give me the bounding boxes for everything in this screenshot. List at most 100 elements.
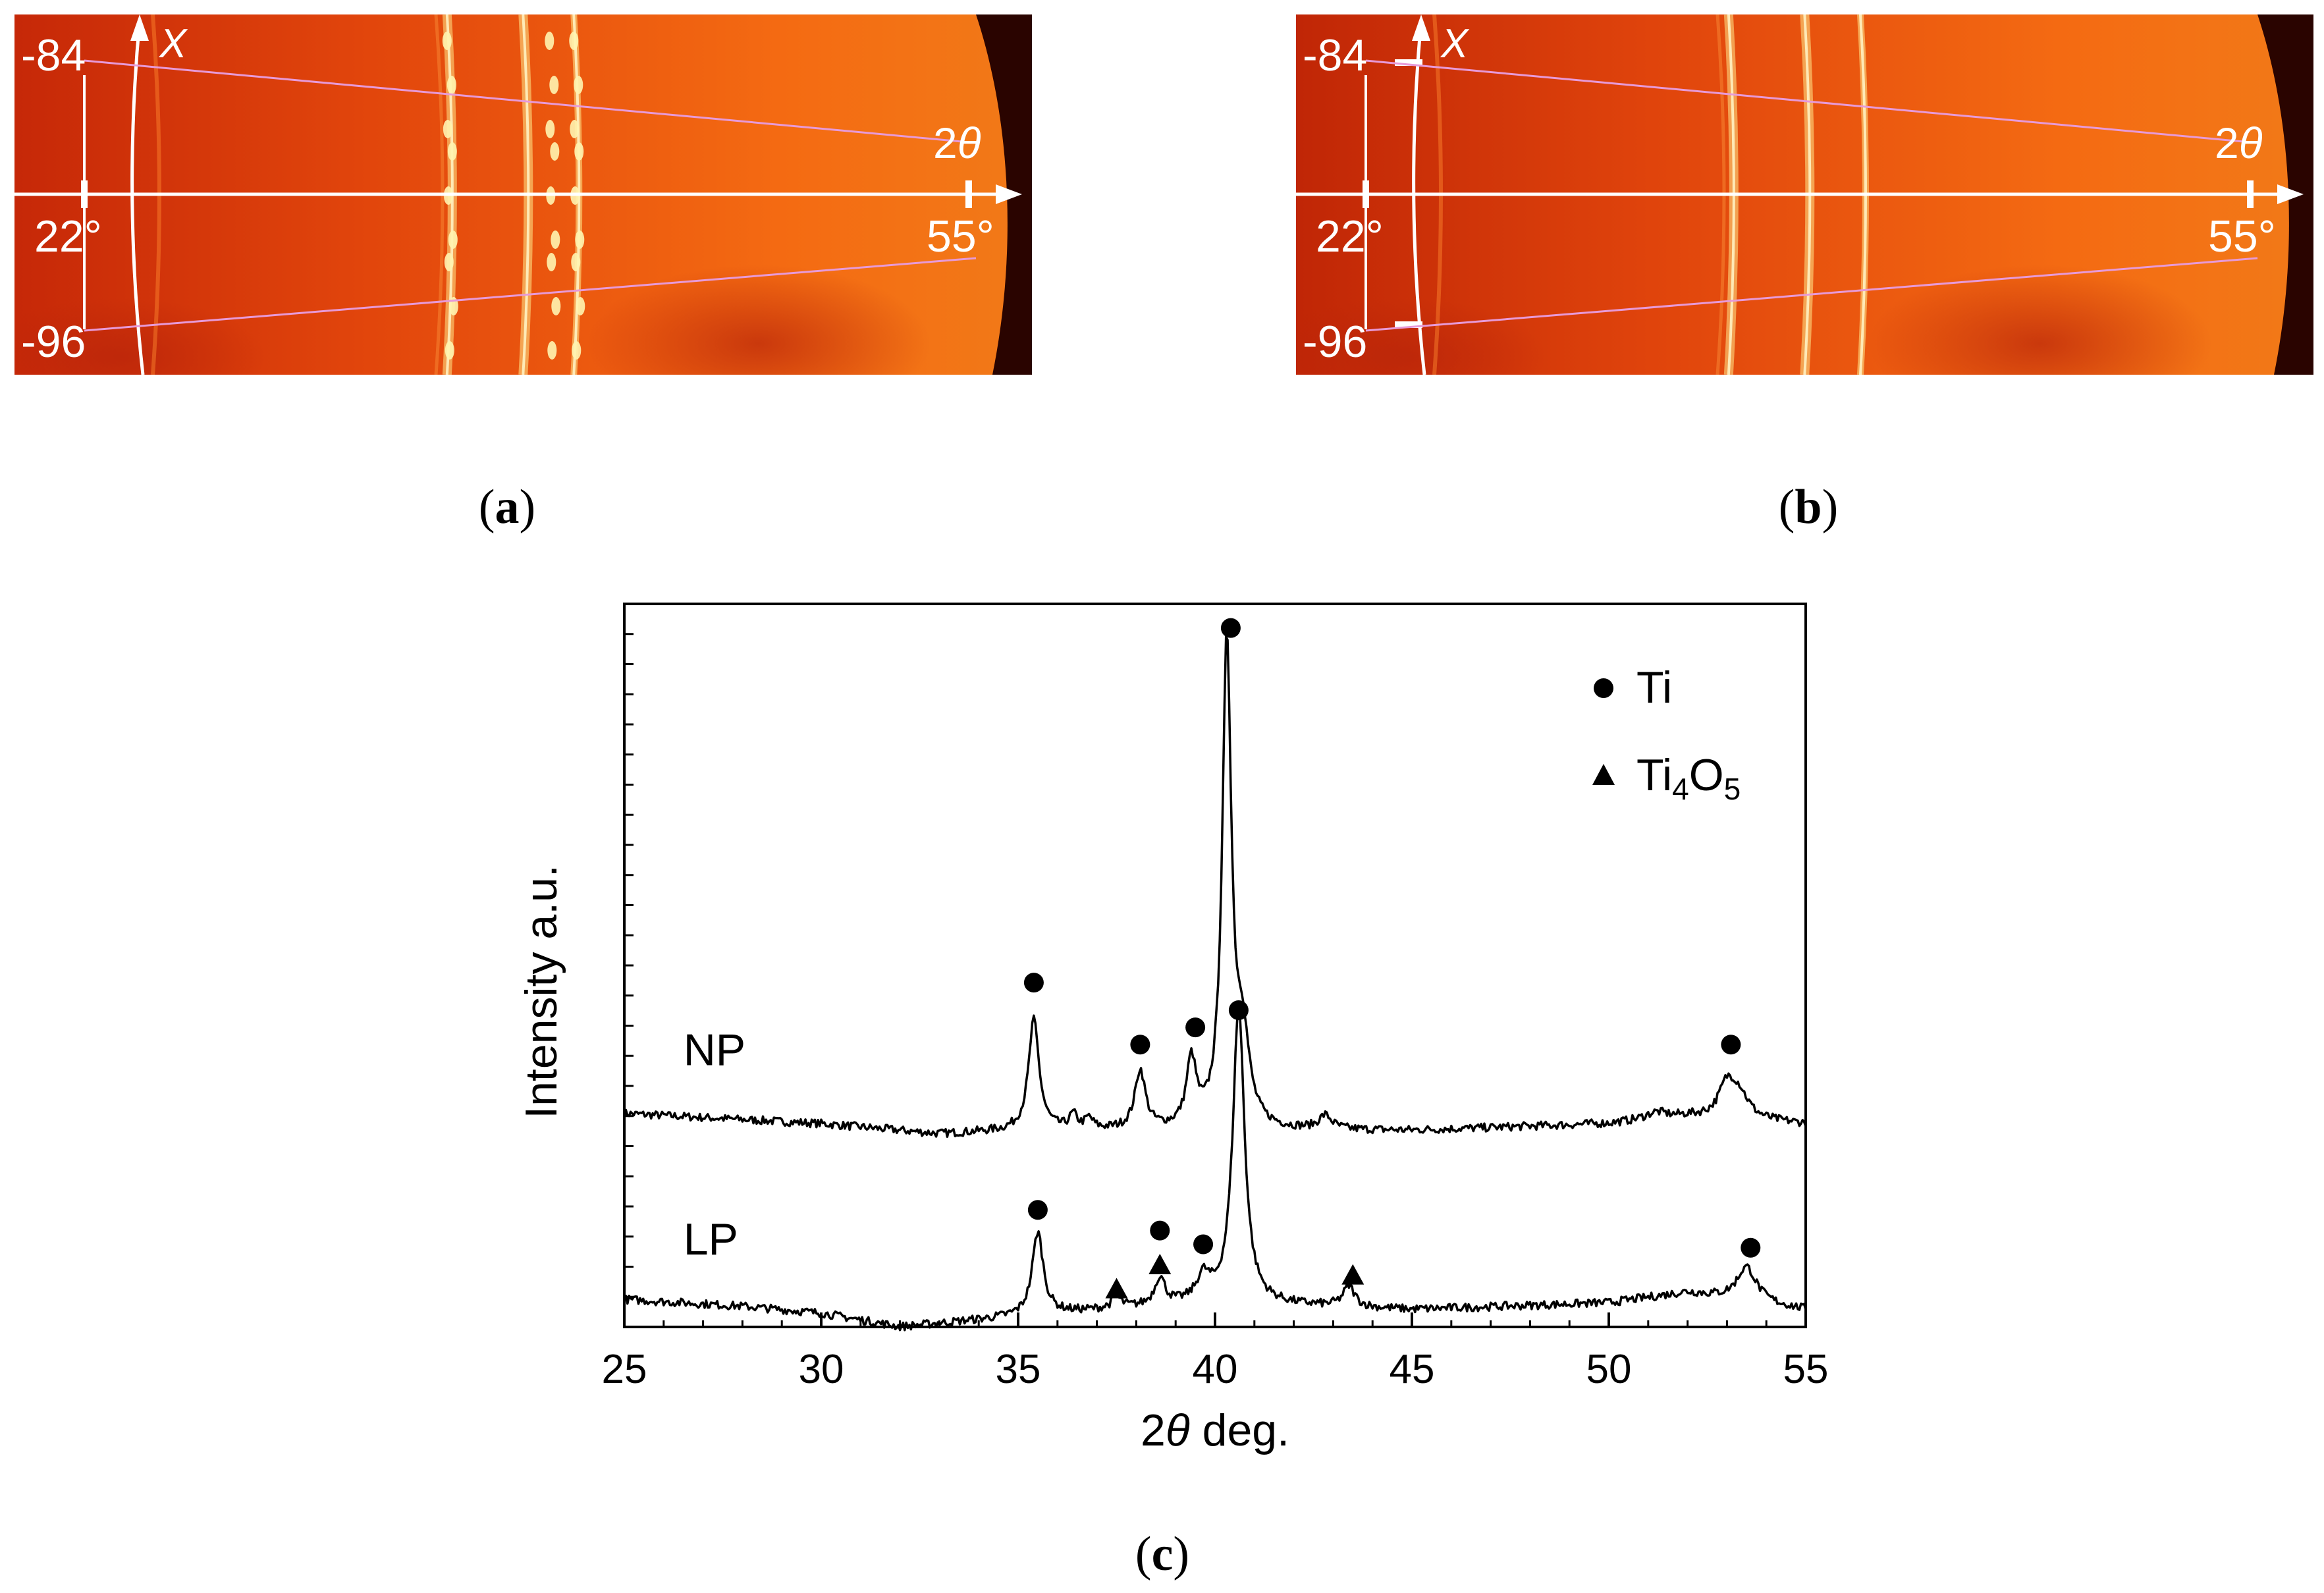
marker-ti-NP-0: [1023, 973, 1044, 993]
legend-ti4o5-label: Ti4​O5​: [1636, 750, 1741, 806]
series-label-NP: NP: [684, 1025, 745, 1075]
ring-spot: [446, 76, 456, 94]
legend-text: Ti: [1636, 750, 1672, 800]
diffraction-image-a-svg: -84 -96 22° 55° X 2θ: [14, 14, 1032, 375]
x-axis-ticks: 25 30 35 40 45 50 55: [602, 1312, 1829, 1392]
ring-spot: [571, 253, 581, 271]
y-axis-ticks: [624, 633, 634, 1298]
ring-spot: [574, 142, 584, 161]
marker-ti4o5-LP-4: [1105, 1278, 1128, 1299]
y-axis-label: Intensity a.u.: [516, 865, 566, 1119]
series-label-LP: LP: [684, 1214, 738, 1264]
label-chi-axis: X: [1440, 21, 1470, 67]
ring-spot: [545, 32, 554, 50]
ring-spot: [549, 76, 559, 94]
guide-line-bottom: [1365, 257, 2258, 332]
ring-spot: [545, 120, 555, 138]
caption-b-letter: b: [1795, 480, 1822, 534]
marker-ti4o5-LP-6: [1341, 1264, 1365, 1285]
x-axis-label-part: 2: [1141, 1405, 1166, 1455]
legend-subscript: 4: [1672, 772, 1689, 806]
x-tick-label-25: 25: [602, 1347, 647, 1392]
ring-spot: [448, 230, 458, 249]
x-axis-label-theta: θ: [1166, 1405, 1190, 1455]
marker-ti-LP-2: [1193, 1234, 1214, 1255]
tick-chi-bottom: [1395, 321, 1422, 328]
label-22-deg: 22°: [34, 211, 102, 261]
ring-spot: [575, 230, 585, 249]
ring-spot: [550, 142, 560, 161]
ring-spot: [442, 32, 452, 50]
ring-spot: [547, 341, 557, 360]
diffraction-image-b-svg: -84 -96 22° 55° X 2θ: [1296, 14, 2313, 375]
label-22-deg: 22°: [1316, 211, 1384, 261]
legend-ti-label: Ti: [1636, 662, 1672, 713]
marker-ti4o5-LP-5: [1148, 1253, 1172, 1274]
two-theta-axis-arrow: [2277, 184, 2304, 204]
label-chi-top: -84: [1303, 30, 1367, 80]
label-two-theta-symbol: θ: [2239, 119, 2263, 167]
ring-spot: [444, 253, 454, 271]
ring-spot: [576, 297, 585, 315]
marker-ti-LP-1: [1150, 1220, 1170, 1241]
x-tick-label-45: 45: [1390, 1347, 1435, 1392]
marker-ti-NP-5: [1721, 1035, 1741, 1055]
label-two-theta-axis: 2θ: [2215, 119, 2263, 167]
x-tick-label-40: 40: [1193, 1347, 1238, 1392]
x-tick-label-50: 50: [1586, 1347, 1632, 1392]
tick-55: [2247, 180, 2254, 208]
caption-c-letter: c: [1151, 1527, 1174, 1581]
tick-55: [965, 180, 972, 208]
caption-c: (c): [1135, 1527, 1190, 1581]
label-chi-axis: X: [158, 21, 188, 67]
x-tick-label-55: 55: [1783, 1347, 1829, 1392]
curves: NP LP: [623, 635, 1807, 1332]
curve-LP: [623, 1004, 1807, 1332]
marker-ti-NP-3: [1220, 618, 1241, 638]
caption-a-letter: a: [495, 480, 520, 534]
label-chi-top: -84: [21, 30, 86, 80]
label-two-theta-axis: 2θ: [933, 119, 981, 167]
marker-ti-NP-4: [1228, 1000, 1249, 1020]
ring-spot: [547, 253, 556, 271]
x-tick-label-30: 30: [799, 1347, 844, 1392]
tick-chi-top: [1395, 59, 1422, 66]
legend-subscript: 5: [1724, 772, 1741, 806]
ring-spot: [570, 120, 580, 138]
guide-line-bottom: [84, 257, 977, 332]
ring-spot: [569, 32, 579, 50]
label-55-deg: 55°: [2208, 211, 2276, 261]
ring-spot: [574, 76, 583, 94]
caption-b: (b): [1778, 480, 1839, 534]
plot-frame: [623, 603, 1807, 1328]
ring-spot: [443, 120, 452, 138]
ring-spot: [445, 341, 454, 360]
two-theta-axis-arrow: [996, 184, 1022, 204]
diffraction-image-b: -84 -96 22° 55° X 2θ: [1296, 14, 2313, 375]
caption-a: (a): [478, 480, 536, 534]
guide-line-top: [84, 59, 977, 144]
label-chi-bottom: -96: [1303, 317, 1367, 367]
diffraction-image-a: -84 -96 22° 55° X 2θ: [14, 14, 1032, 375]
ring-spot: [551, 297, 561, 315]
legend-ti-marker: [1594, 678, 1613, 698]
marker-ti-NP-2: [1185, 1017, 1206, 1038]
chi-axis-arrow: [130, 14, 149, 41]
marker-ti-LP-0: [1027, 1200, 1048, 1220]
x-axis-label: 2θ deg.: [1141, 1405, 1289, 1455]
ring-spot: [572, 341, 581, 360]
ring-spot: [447, 142, 457, 161]
label-two-theta-symbol: θ: [958, 119, 981, 167]
legend-ti4o5-marker: [1592, 764, 1615, 785]
label-chi-bottom: -96: [21, 317, 86, 367]
curve-NP: [623, 635, 1807, 1138]
peak-markers: [1023, 618, 1761, 1299]
x-axis-label-part: deg.: [1190, 1405, 1289, 1455]
marker-ti-LP-3: [1741, 1237, 1761, 1258]
marker-ti-NP-1: [1130, 1035, 1150, 1055]
ring-spot: [551, 230, 560, 249]
legend-text: O: [1689, 750, 1724, 800]
x-tick-label-35: 35: [996, 1347, 1041, 1392]
